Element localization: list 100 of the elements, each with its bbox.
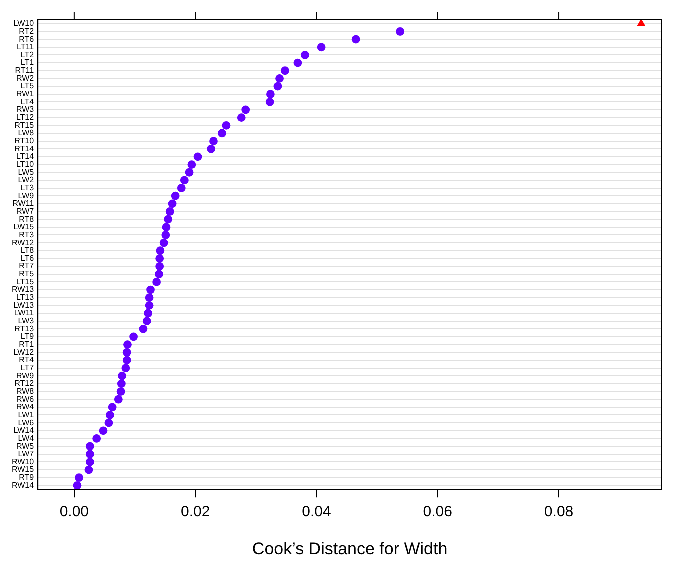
point: [146, 286, 155, 294]
x-tick-label: 0.00: [60, 504, 90, 521]
point: [156, 246, 165, 256]
point: [177, 184, 186, 192]
y-tick-label: LT11: [17, 42, 35, 52]
y-tick-label: LW15: [14, 222, 35, 232]
y-tick-label: RW14: [12, 480, 35, 490]
y-tick-label: RW10: [12, 457, 35, 466]
y-tick-label: RT2: [19, 26, 35, 36]
point: [166, 208, 174, 216]
y-tick-label: LT7: [20, 363, 35, 372]
point: [122, 356, 132, 365]
point: [106, 411, 114, 420]
y-tick-label: LT9: [20, 332, 35, 342]
point: [352, 35, 360, 44]
point: [266, 90, 275, 99]
point: [130, 332, 138, 342]
point: [156, 254, 164, 263]
y-tick-label: RT9: [19, 473, 35, 482]
point: [171, 192, 180, 200]
y-tick-label: RW15: [12, 465, 35, 474]
point: [218, 129, 226, 138]
point: [73, 481, 82, 490]
point: [242, 106, 250, 114]
point: [162, 231, 170, 240]
y-tick-label: RW11: [12, 199, 35, 208]
x-axis-title: Cook’s Distance for Width: [252, 539, 448, 558]
point: [92, 434, 102, 443]
y-tick-label: RT6: [19, 34, 35, 44]
point: [301, 51, 310, 60]
y-tick-label: LT8: [20, 246, 35, 256]
y-tick-label: LW10: [14, 19, 35, 28]
y-tick-label: LW12: [14, 348, 35, 357]
y-tick-label: LW3: [18, 316, 35, 326]
x-tick-label: 0.08: [544, 504, 574, 521]
point: [139, 324, 148, 334]
point: [210, 137, 218, 146]
y-tick-label: RT13: [14, 324, 35, 334]
y-tick-label: LW6: [18, 418, 35, 428]
point: [156, 262, 164, 271]
y-tick-label: RW5: [16, 442, 35, 451]
point: [274, 82, 282, 91]
y-tick-label: LW9: [18, 191, 35, 200]
y-tick-label: LW14: [14, 426, 35, 436]
point: [145, 294, 154, 302]
point: [222, 121, 231, 130]
point: [116, 388, 126, 396]
point: [188, 160, 196, 169]
y-tick-label: LW5: [18, 168, 35, 177]
y-tick-label: RT7: [19, 262, 35, 271]
point: [117, 380, 126, 388]
y-tick-label: RT8: [19, 214, 35, 224]
y-tick-label: RW7: [16, 206, 35, 216]
y-tick-label: LT15: [16, 277, 35, 286]
y-tick-label: LW7: [18, 450, 35, 459]
point: [207, 144, 216, 154]
y-tick-label: RT10: [14, 136, 35, 146]
y-tick-label: LW4: [18, 434, 35, 443]
y-tick-label: RT3: [19, 230, 35, 240]
point: [164, 215, 173, 224]
y-tick-label: RW1: [16, 90, 35, 99]
point: [180, 176, 189, 185]
y-tick-label: LT14: [16, 152, 35, 162]
y-tick-label: RT1: [19, 340, 35, 350]
y-tick-label: RW6: [16, 394, 35, 404]
point: [194, 152, 202, 162]
y-tick-label: RW9: [16, 371, 35, 380]
y-tick-label: LT4: [20, 97, 35, 106]
y-tick-label: LT10: [16, 160, 35, 169]
point: [86, 442, 94, 451]
point: [162, 223, 171, 232]
point: [84, 466, 94, 474]
y-tick-label: RW2: [16, 74, 35, 83]
y-tick-label: LT1: [20, 58, 35, 68]
y-tick-label: LT12: [16, 113, 35, 122]
point: [145, 301, 154, 310]
y-tick-label: RW13: [12, 285, 35, 294]
y-tick-label: RW8: [16, 386, 35, 396]
point: [396, 28, 405, 36]
x-tick-label: 0.06: [423, 504, 452, 521]
y-tick-label: LT2: [20, 50, 35, 60]
y-tick-label: LW1: [18, 410, 35, 420]
y-tick-label: RT4: [19, 356, 35, 365]
y-tick-label: LW11: [14, 308, 35, 318]
point: [86, 450, 94, 459]
point: [118, 372, 126, 380]
y-tick-label: RW4: [16, 402, 35, 412]
point: [155, 270, 164, 279]
y-tick-label: RT11: [15, 66, 35, 76]
y-tick-label: LT6: [20, 254, 35, 263]
point: [266, 98, 274, 106]
y-tick-label: RT12: [14, 379, 35, 388]
y-tick-label: RT14: [14, 144, 35, 154]
point: [185, 168, 194, 177]
x-tick-label: 0.02: [180, 504, 210, 521]
point: [124, 340, 132, 350]
point: [637, 20, 646, 26]
y-tick-label: LW2: [18, 176, 35, 185]
y-tick-label: RT5: [19, 270, 35, 279]
point: [237, 114, 246, 122]
